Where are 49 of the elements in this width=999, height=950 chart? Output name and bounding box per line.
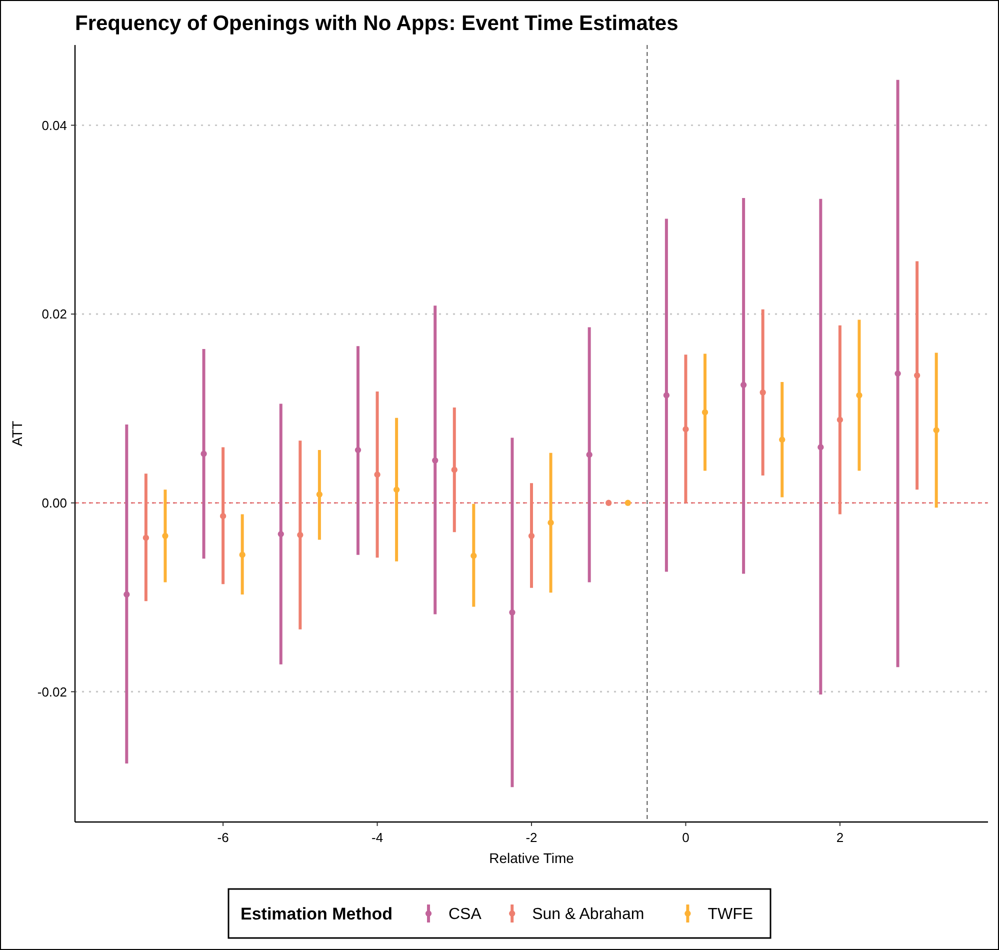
point bbox=[278, 530, 284, 538]
y-tick-label: 0.00 bbox=[42, 495, 67, 510]
y-axis-title: ATT bbox=[9, 420, 25, 446]
point bbox=[470, 552, 477, 559]
point bbox=[933, 427, 940, 434]
point bbox=[239, 552, 246, 558]
chart-title: Frequency of Openings with No Apps: Event Time Estimates bbox=[75, 12, 678, 35]
point bbox=[162, 532, 168, 540]
y-tick-label: -0.02 bbox=[37, 684, 67, 700]
point bbox=[393, 486, 400, 493]
legend-label: Sun & Abraham bbox=[532, 906, 644, 924]
x-tick-label: -4 bbox=[371, 830, 384, 845]
point bbox=[760, 389, 766, 396]
point bbox=[624, 500, 631, 506]
x-axis-title: Relative Time bbox=[489, 850, 574, 866]
point bbox=[740, 382, 747, 388]
point bbox=[316, 491, 323, 498]
point bbox=[836, 416, 844, 423]
y-tick-label: 0.02 bbox=[42, 306, 67, 322]
y-tick-label: 0.04 bbox=[42, 118, 67, 133]
point bbox=[682, 426, 689, 432]
x-tick-label: -2 bbox=[526, 830, 538, 845]
point bbox=[374, 471, 380, 478]
x-tick-label: -6 bbox=[217, 830, 229, 845]
point bbox=[914, 372, 920, 379]
point bbox=[606, 500, 612, 506]
point bbox=[432, 457, 438, 464]
point bbox=[528, 532, 535, 540]
point bbox=[894, 370, 901, 377]
point bbox=[586, 452, 592, 458]
x-tick-label: 0 bbox=[682, 830, 690, 845]
point bbox=[354, 446, 362, 454]
point bbox=[779, 436, 786, 443]
point bbox=[548, 520, 554, 526]
point bbox=[124, 591, 130, 598]
point bbox=[451, 466, 458, 473]
legend-label: TWFE bbox=[708, 906, 754, 924]
point bbox=[856, 392, 862, 398]
legend-title: Estimation Method bbox=[240, 904, 393, 924]
point bbox=[509, 609, 516, 616]
point bbox=[220, 513, 226, 520]
point bbox=[142, 534, 150, 541]
legend-label: CSA bbox=[448, 906, 482, 924]
x-tick-label: 2 bbox=[836, 830, 844, 845]
point bbox=[702, 409, 708, 416]
point bbox=[200, 450, 207, 457]
point bbox=[297, 532, 304, 538]
point bbox=[663, 392, 670, 398]
point bbox=[818, 444, 824, 450]
